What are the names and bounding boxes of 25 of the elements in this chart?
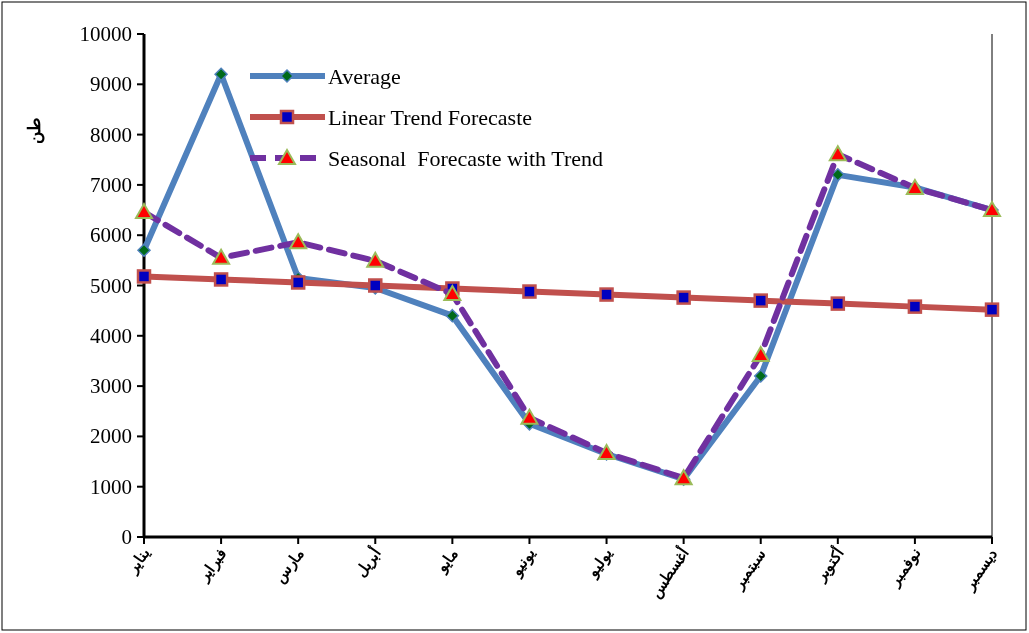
y-tick-label: 10000	[79, 22, 132, 46]
y-tick-label: 6000	[90, 223, 132, 248]
x-tick-label: مايو	[432, 545, 462, 577]
y-axis-title: طن	[25, 116, 45, 144]
x-tick-label: أغسطس	[644, 543, 693, 602]
legend-label: Seasonal Forecaste with Trend	[328, 146, 603, 171]
y-tick-label: 2000	[90, 424, 132, 449]
x-tick-label: نوفمبر	[886, 545, 925, 590]
x-tick-label: يونيو	[507, 545, 539, 580]
x-tick-label: مارس	[271, 545, 308, 587]
y-tick-label: 8000	[90, 122, 132, 147]
x-tick-label: ديسمبر	[960, 545, 1002, 594]
x-tick-label: فبراير	[195, 545, 231, 586]
y-tick-label: 4000	[90, 323, 132, 348]
y-tick-label: 3000	[90, 374, 132, 399]
legend-label: Average	[328, 64, 401, 89]
x-tick-label: أكتوبر	[809, 543, 848, 586]
x-tick-label: سبتمبر	[729, 545, 770, 593]
x-tick-label: يوليو	[584, 545, 616, 581]
y-tick-label: 1000	[90, 474, 132, 499]
legend-label: Linear Trend Forecaste	[328, 105, 533, 130]
x-tick-label: أبريل	[350, 543, 385, 581]
y-tick-label: 9000	[90, 72, 132, 97]
y-tick-label: 5000	[90, 273, 132, 298]
y-tick-label: 7000	[90, 172, 132, 197]
